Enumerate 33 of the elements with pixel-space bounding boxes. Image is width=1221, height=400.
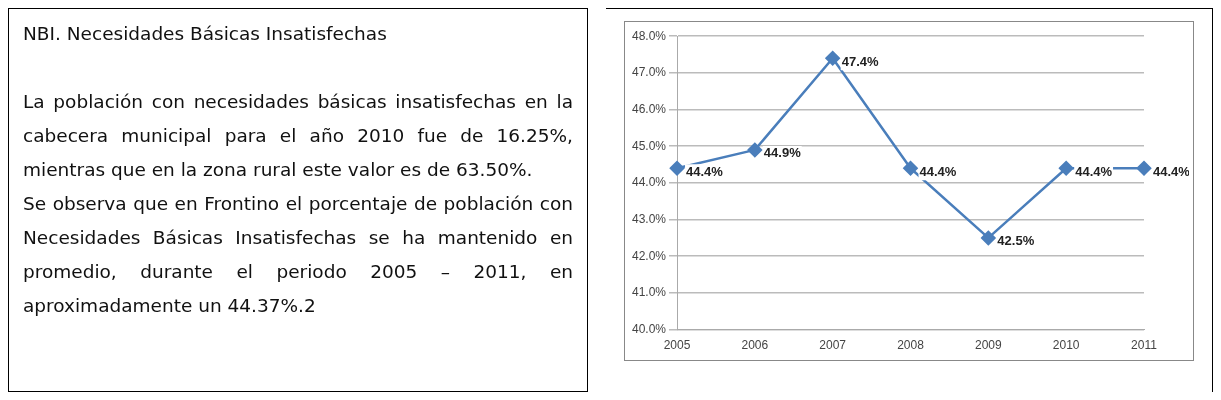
text: Se observa que en Frontino el porcentaje de población con Necesidades Básicas Insatisfechas se ha mantenido en promedio, durante el periodo 2005 – 2011, en aproximadamente un 44.37%.2 [23, 192, 573, 318]
data-label: 44.9% [763, 145, 802, 161]
y-tick-label: 44.0% [631, 175, 667, 190]
y-tick-label: 45.0% [631, 138, 667, 153]
x-tick-label: 2008 [897, 338, 925, 353]
data-label: 44.4% [686, 163, 724, 179]
point [1058, 160, 1074, 176]
x-tick-label: 2009 [974, 338, 1003, 353]
data-label: 44.4% [1075, 163, 1113, 179]
y-tick-label: 41.0% [631, 285, 667, 300]
point [981, 230, 996, 246]
x-tick-label: 2011 [1131, 338, 1158, 353]
y-tick-label: 43.0% [631, 211, 667, 226]
y-tick-label: 46.0% [631, 101, 667, 116]
y-tick-label: 48.0% [631, 28, 667, 43]
x-tick-label: 2005 [663, 338, 691, 353]
y-tick-label: 42.0% [631, 248, 667, 263]
y-tick-label: 47.0% [631, 65, 667, 80]
x-tick-label: 2010 [1052, 338, 1080, 353]
data-label: 42.5% [997, 233, 1035, 249]
text: NBI. Necesidades Básicas Insatisfechas [23, 22, 388, 46]
point [669, 160, 685, 176]
point [747, 142, 763, 158]
text: La población con necesidades básicas insatisfechas en la cabecera municipal para el año 2010 fue de 16.25%, mientras que en la zona rural este valor es de 63.50%. [23, 90, 573, 182]
data-label: 44.4% [919, 163, 957, 179]
x-tick-label: 2006 [741, 338, 769, 353]
y-tick-label: 40.0% [631, 321, 667, 336]
point [1136, 160, 1152, 176]
data-label: 44.4% [1153, 163, 1191, 179]
data-label: 47.4% [841, 53, 879, 69]
x-tick-label: 2007 [819, 338, 847, 353]
point [903, 160, 918, 176]
point [825, 50, 840, 66]
